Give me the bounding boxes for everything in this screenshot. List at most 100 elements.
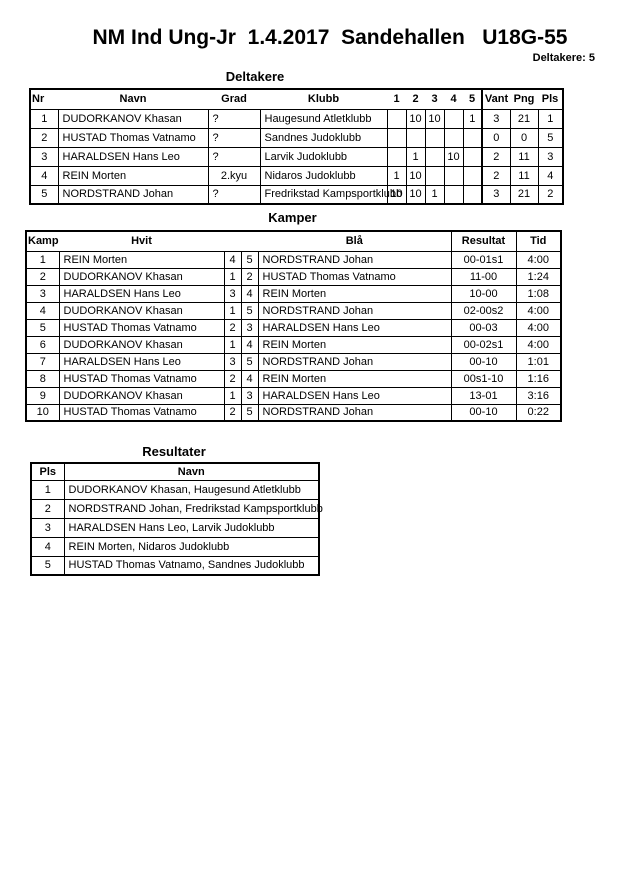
png-cell: 11 [509, 146, 539, 167]
bla-cell: REIN Morten [257, 369, 452, 388]
score-cell [462, 165, 483, 186]
bla-cell: REIN Morten [257, 335, 452, 354]
table-row: 2 HUSTAD Thomas Vatnamo ? Sandnes Judokl… [29, 127, 564, 148]
tid-cell: 3:16 [515, 386, 562, 405]
klubb-cell: Sandnes Judoklubb [259, 127, 388, 148]
score-cell [405, 127, 426, 148]
hvit-nr-cell: 1 [223, 301, 242, 320]
col-kamp: Kamp [26, 231, 59, 252]
navn-cell: REIN Morten [57, 165, 209, 186]
navn-cell: NORDSTRAND Johan [57, 184, 209, 205]
resultat-cell: 00-03 [450, 318, 517, 337]
klubb-cell: Haugesund Atletklubb [259, 108, 388, 129]
kamp-cell: 6 [25, 335, 60, 354]
bla-cell: HARALDSEN Hans Leo [257, 386, 452, 405]
hvit-cell: HUSTAD Thomas Vatnamo [58, 403, 225, 422]
hvit-cell: REIN Morten [58, 250, 225, 269]
score-cell: 10 [386, 184, 407, 205]
hvit-cell: DUDORKANOV Khasan [58, 267, 225, 286]
resultater-heading: Resultater [142, 444, 206, 459]
vant-cell: 2 [481, 165, 511, 186]
score-cell: 1 [462, 108, 483, 129]
bla-nr-cell: 4 [240, 369, 259, 388]
table-row: 3 HARALDSEN Hans Leo 3 4 REIN Morten 10-… [25, 284, 562, 303]
participants-count: Deltakere: 5 [532, 52, 595, 64]
png-cell: 21 [509, 108, 539, 129]
resultat-cell: 02-00s2 [450, 301, 517, 320]
bla-cell: NORDSTRAND Johan [257, 403, 452, 422]
col-4: 4 [444, 89, 463, 110]
kamp-cell: 8 [25, 369, 60, 388]
col-nr: Nr [30, 89, 58, 110]
col-resultat: Resultat [450, 231, 516, 252]
score-cell: 10 [405, 165, 426, 186]
col-navn: Navn [58, 89, 208, 110]
vant-cell: 3 [481, 184, 511, 205]
deltakere-table: Nr Navn Grad Klubb 1 2 3 4 5 Vant Png Pl… [29, 88, 564, 205]
resultat-cell: 00s1-10 [450, 369, 517, 388]
resultat-cell: 00-10 [450, 352, 517, 371]
grad-cell: 2.kyu [207, 165, 261, 186]
resultat-cell: 10-00 [450, 284, 517, 303]
kamp-cell: 4 [25, 301, 60, 320]
bla-cell: HARALDSEN Hans Leo [257, 318, 452, 337]
tid-cell: 0:22 [515, 403, 562, 422]
resultater-header-row: Pls Navn [31, 463, 319, 481]
score-cell [462, 127, 483, 148]
tid-cell: 1:01 [515, 352, 562, 371]
bla-cell: NORDSTRAND Johan [257, 301, 452, 320]
deltakere-header-row: Nr Navn Grad Klubb 1 2 3 4 5 Vant Png Pl… [30, 89, 563, 110]
bla-cell: NORDSTRAND Johan [257, 352, 452, 371]
nr-cell: 3 [29, 146, 59, 167]
table-row: 1 DUDORKANOV Khasan ? Haugesund Atletklu… [29, 108, 564, 129]
grad-cell: ? [207, 146, 261, 167]
resultat-cell: 00-02s1 [450, 335, 517, 354]
grad-cell: ? [207, 184, 261, 205]
nr-cell: 2 [29, 127, 59, 148]
pls-cell: 3 [30, 517, 65, 538]
pls-cell: 1 [537, 108, 564, 129]
resultater-table: Pls Navn 1 DUDORKANOV Khasan, Haugesund … [30, 462, 323, 576]
col-pls: Pls [538, 89, 563, 110]
hvit-nr-cell: 2 [223, 403, 242, 422]
table-row: 2 DUDORKANOV Khasan 1 2 HUSTAD Thomas Va… [25, 267, 562, 286]
pls-cell: 4 [537, 165, 564, 186]
pls-cell: 5 [30, 555, 65, 576]
tid-cell: 1:08 [515, 284, 562, 303]
vant-cell: 2 [481, 146, 511, 167]
bla-nr-cell: 5 [240, 301, 259, 320]
hvit-nr-cell: 3 [223, 284, 242, 303]
kamper-heading: Kamper [268, 210, 317, 225]
col-hvit: Hvit [59, 231, 224, 252]
col-png: Png [510, 89, 538, 110]
navn-cell: HARALDSEN Hans Leo, Larvik Judoklubb [63, 517, 320, 538]
png-cell: 0 [509, 127, 539, 148]
hvit-nr-cell: 4 [223, 250, 242, 269]
score-cell: 10 [405, 184, 426, 205]
hvit-nr-cell: 2 [223, 369, 242, 388]
navn-cell: DUDORKANOV Khasan, Haugesund Atletklubb [63, 479, 320, 500]
resultat-cell: 00-10 [450, 403, 517, 422]
tid-cell: 4:00 [515, 318, 562, 337]
tid-cell: 1:24 [515, 267, 562, 286]
nr-cell: 4 [29, 165, 59, 186]
table-row: 9 DUDORKANOV Khasan 1 3 HARALDSEN Hans L… [25, 386, 562, 405]
grad-cell: ? [207, 127, 261, 148]
score-cell [424, 165, 445, 186]
table-row: 5 HUSTAD Thomas Vatnamo 2 3 HARALDSEN Ha… [25, 318, 562, 337]
bla-nr-cell: 3 [240, 318, 259, 337]
hvit-nr-cell: 3 [223, 352, 242, 371]
bla-nr-cell: 5 [240, 352, 259, 371]
navn-cell: NORDSTRAND Johan, Fredrikstad Kampsportk… [63, 498, 323, 519]
table-row: 3 HARALDSEN Hans Leo ? Larvik Judoklubb … [29, 146, 564, 167]
table-row: 1 DUDORKANOV Khasan, Haugesund Atletklub… [30, 479, 320, 500]
nr-cell: 1 [29, 108, 59, 129]
score-cell [386, 108, 407, 129]
bla-cell: REIN Morten [257, 284, 452, 303]
resultat-cell: 11-00 [450, 267, 517, 286]
hvit-nr-cell: 1 [223, 335, 242, 354]
table-row: 5 HUSTAD Thomas Vatnamo, Sandnes Judoklu… [30, 555, 320, 576]
score-cell [462, 146, 483, 167]
col-navn: Navn [63, 463, 319, 481]
score-cell: 1 [386, 165, 407, 186]
